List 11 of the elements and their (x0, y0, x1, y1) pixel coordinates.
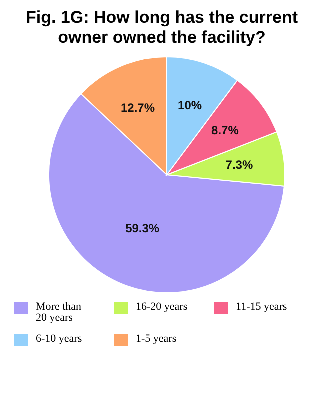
data-label: 10% (178, 98, 202, 113)
legend-label: 11-15 years (236, 301, 288, 313)
data-label: 7.3% (226, 158, 254, 172)
legend-label: 1-5 years (136, 333, 178, 345)
legend-label: 6-10 years (36, 333, 84, 345)
data-label: 12.7% (121, 100, 156, 115)
legend-label: 16-20 years (136, 301, 189, 313)
data-label: 8.7% (212, 124, 240, 138)
data-label: 59.3% (126, 222, 160, 236)
legend-label: More than 20 years (36, 301, 83, 324)
chart-title: Fig. 1G: How long has the current owner owned the facility? (24, 8, 300, 48)
